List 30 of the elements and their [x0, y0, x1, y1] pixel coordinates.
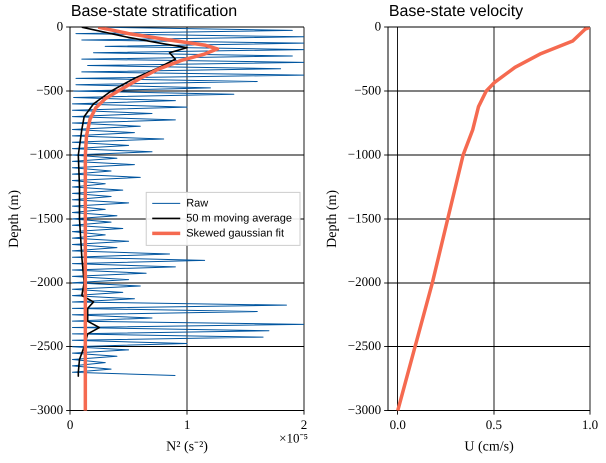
x-tick-label: 0.5: [486, 416, 502, 432]
y-axis-title: Depth (m): [7, 190, 22, 248]
legend-label: 50 m moving average: [186, 212, 292, 224]
y-tick-label: 0: [56, 18, 64, 34]
x-tick-label: 1.0: [582, 416, 598, 432]
y-tick-label: −1000: [348, 146, 382, 162]
x-tick-label: 0.0: [390, 416, 406, 432]
y-tick-label: −1000: [30, 146, 64, 162]
legend-label: Raw: [186, 197, 208, 210]
y-tick-label: 0: [374, 18, 382, 34]
text: ×10⁻⁵: [279, 430, 308, 446]
x-tick-label: 1: [184, 416, 190, 432]
y-tick-label: −2000: [348, 274, 382, 290]
legend-label: Skewed gaussian fit: [186, 227, 284, 240]
y-axis-title: Depth (m): [325, 190, 340, 248]
y-tick-label: −2500: [348, 338, 382, 354]
y-tick-label: −3000: [348, 402, 382, 418]
x-tick-label: 2: [300, 416, 308, 432]
y-tick-label: −500: [36, 82, 64, 98]
chart-title: Base-state velocity: [388, 3, 524, 20]
x-tick-label: 0: [66, 416, 74, 432]
y-tick-label: −500: [354, 82, 382, 98]
y-tick-label: −1500: [30, 210, 64, 226]
x-axis-title: N² (s⁻²): [166, 439, 208, 454]
x-axis-title: U (cm/s): [464, 439, 514, 454]
chart-title: Base-state stratification: [70, 3, 238, 20]
y-tick-label: −2500: [30, 338, 64, 354]
y-tick-label: −3000: [30, 402, 64, 418]
y-tick-label: −2000: [30, 274, 64, 290]
y-tick-label: −1500: [348, 210, 382, 226]
